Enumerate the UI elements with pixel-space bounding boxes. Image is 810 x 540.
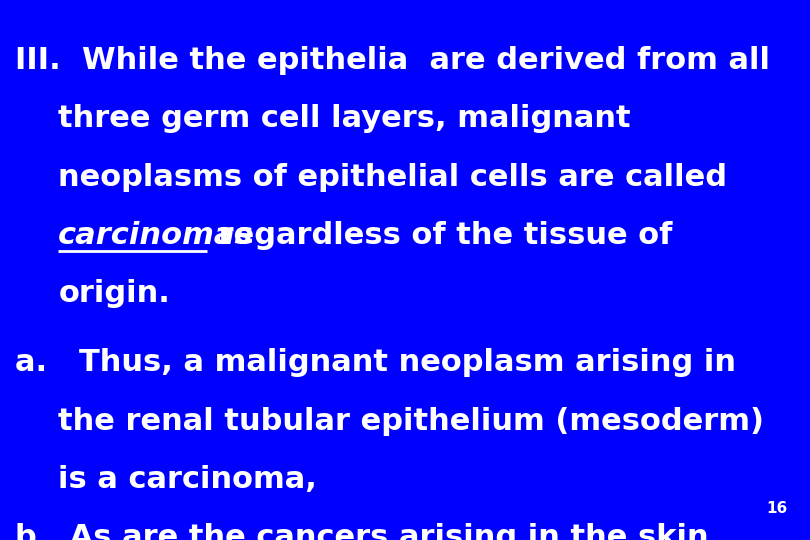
Text: is a carcinoma,: is a carcinoma, bbox=[58, 465, 318, 494]
Text: III.  While the epithelia  are derived from all: III. While the epithelia are derived fro… bbox=[15, 46, 770, 75]
Text: origin.: origin. bbox=[58, 279, 170, 308]
Text: carcinomas: carcinomas bbox=[58, 221, 254, 250]
Text: neoplasms of epithelial cells are called: neoplasms of epithelial cells are called bbox=[58, 163, 727, 192]
Text: the renal tubular epithelium (mesoderm): the renal tubular epithelium (mesoderm) bbox=[58, 407, 765, 436]
Text: a.   Thus, a malignant neoplasm arising in: a. Thus, a malignant neoplasm arising in bbox=[15, 348, 735, 377]
Text: three germ cell layers, malignant: three germ cell layers, malignant bbox=[58, 104, 631, 133]
Text: 16: 16 bbox=[766, 501, 787, 516]
Text: regardless of the tissue of: regardless of the tissue of bbox=[208, 221, 672, 250]
Text: b.  As are the cancers arising in the skin: b. As are the cancers arising in the ski… bbox=[15, 523, 708, 540]
